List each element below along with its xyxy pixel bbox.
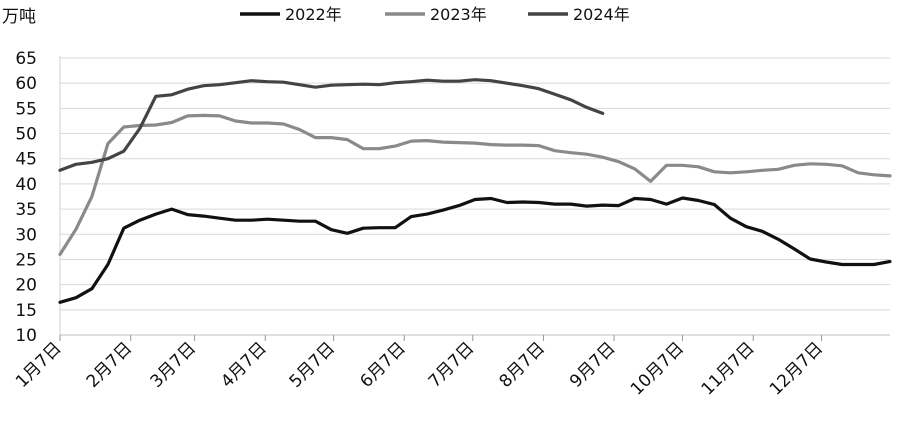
x-axis: 1月7日 2月7日 3月7日 4月7日 5月7日 6月7日 7月7日 8月7日 9月7日 10月7… <box>12 334 890 400</box>
x-tick-label: 1月7日 <box>12 338 65 391</box>
y-tick-label: 15 <box>15 301 37 321</box>
y-tick-label: 35 <box>15 200 37 220</box>
legend-label: 2024年 <box>573 5 630 24</box>
y-tick-label: 65 <box>15 49 37 69</box>
x-tick-label: 12月7日 <box>766 338 827 399</box>
x-tick-label: 4月7日 <box>217 338 270 391</box>
series-line-1 <box>58 113 892 256</box>
y-tick-label: 20 <box>15 276 37 296</box>
x-tick-label: 8月7日 <box>496 338 549 391</box>
legend-label: 2023年 <box>430 5 487 24</box>
y-tick-label: 50 <box>15 125 37 145</box>
x-tick-label: 11月7日 <box>698 338 759 399</box>
legend: 2022年 2023年 2024年 <box>240 5 630 24</box>
x-tick-label: 2月7日 <box>83 338 136 391</box>
x-tick-label: 7月7日 <box>425 338 478 391</box>
y-tick-label: 40 <box>15 175 37 195</box>
legend-label: 2022年 <box>285 5 342 24</box>
y-tick-label: 30 <box>15 225 37 245</box>
y-axis-unit-label: 万吨 <box>2 7 36 27</box>
y-tick-label: 60 <box>15 74 37 94</box>
x-tick-label: 6月7日 <box>356 338 409 391</box>
x-tick-label: 10月7日 <box>627 338 688 399</box>
y-axis: 10 15 20 25 30 35 40 45 50 55 60 65 <box>15 49 61 346</box>
x-tick-label: 3月7日 <box>147 338 200 391</box>
y-tick-label: 45 <box>15 150 37 170</box>
x-tick-label: 9月7日 <box>566 338 619 391</box>
y-tick-label: 25 <box>15 250 37 270</box>
series-lines <box>58 78 892 304</box>
gridlines <box>60 57 890 336</box>
y-tick-label: 10 <box>15 326 37 346</box>
x-tick-label: 5月7日 <box>286 338 339 391</box>
y-tick-label: 55 <box>15 99 37 119</box>
series-line-0 <box>58 196 892 304</box>
series-line-2 <box>58 78 605 172</box>
